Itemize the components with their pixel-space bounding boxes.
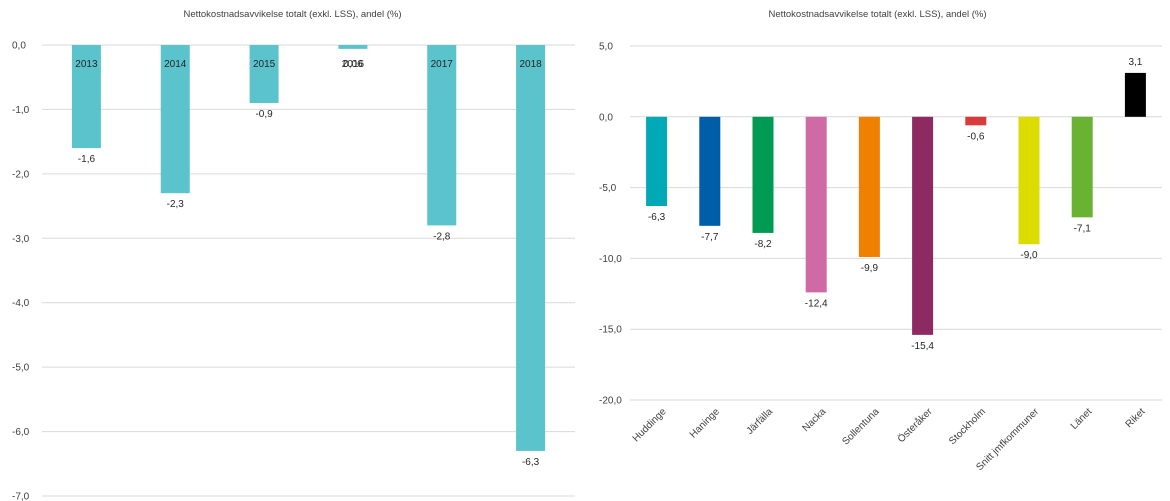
data-label: 0,06 xyxy=(343,59,363,70)
bar-4 xyxy=(805,116,827,293)
y-tick-label: 5,0 xyxy=(599,42,613,53)
data-label: -7,1 xyxy=(1074,223,1092,234)
chart-panel-years: Nettokostnadsavvikelse totalt (exkl. LSS… xyxy=(12,9,575,501)
x-category-label: Österåker xyxy=(895,405,935,445)
x-category-label: Stockholm xyxy=(947,406,988,447)
bar-9 xyxy=(1071,116,1093,218)
data-label: -9,0 xyxy=(1020,250,1038,261)
bar-10 xyxy=(1124,72,1146,117)
data-label: -0,9 xyxy=(255,109,273,120)
x-category-label: Sollentuna xyxy=(840,406,882,448)
y-tick-label: -10,0 xyxy=(599,254,622,265)
chart-title-years: Nettokostnadsavvikelse totalt (exkl. LSS… xyxy=(183,9,402,20)
bar-chart-years: 0,0 -1,0 -2,0 -3,0 -4,0 -5,0 -6,0 -7,0 2013 -1,6 2… xyxy=(12,41,575,501)
data-label: 3,1 xyxy=(1128,57,1142,68)
data-label: -2,8 xyxy=(433,231,451,242)
bar-2013 xyxy=(71,45,101,149)
x-category-label: 2018 xyxy=(519,59,542,70)
x-category-label: Länet xyxy=(1069,406,1095,432)
bar-2015 xyxy=(249,45,279,103)
data-label: -0,6 xyxy=(967,131,985,142)
data-label: -7,7 xyxy=(701,232,719,243)
x-category-label: Nacka xyxy=(800,406,828,434)
x-category-label: Riket xyxy=(1124,406,1148,430)
bar-2018 xyxy=(516,45,546,451)
y-tick-label: -6,0 xyxy=(12,427,30,438)
data-label: -12,4 xyxy=(805,298,828,309)
bar-6 xyxy=(912,116,934,335)
x-category-label: 2013 xyxy=(75,59,98,70)
data-label: -8,2 xyxy=(754,239,772,250)
x-category-label: 2016 xyxy=(342,59,365,70)
bar-1 xyxy=(646,116,668,207)
bar-2 xyxy=(699,116,721,226)
x-category-label: 2017 xyxy=(431,59,454,70)
bar-2014 xyxy=(160,45,190,194)
x-category-label: Järfälla xyxy=(745,406,776,437)
y-tick-label: -5,0 xyxy=(599,183,617,194)
x-category-label: 2015 xyxy=(253,59,276,70)
bar-2016 xyxy=(338,45,368,49)
y-tick-label: -3,0 xyxy=(12,234,30,245)
data-label: -15,4 xyxy=(911,341,934,352)
y-tick-label: -1,0 xyxy=(12,105,30,116)
bar-3 xyxy=(752,116,774,233)
y-tick-label: -7,0 xyxy=(12,492,30,501)
data-label: -1,6 xyxy=(78,154,96,165)
chart-title-municipalities: Nettokostnadsavvikelse totalt (exkl. LSS… xyxy=(768,9,987,20)
y-tick-label: -2,0 xyxy=(12,169,30,180)
y-tick-label: -5,0 xyxy=(12,363,30,374)
bar-7 xyxy=(965,116,987,126)
data-label: -6,3 xyxy=(648,212,666,223)
y-tick-label: 0,0 xyxy=(599,112,613,123)
y-tick-label: -20,0 xyxy=(599,396,622,407)
y-tick-label: -4,0 xyxy=(12,298,30,309)
bar-8 xyxy=(1018,116,1040,245)
y-tick-label: 0,0 xyxy=(12,41,26,52)
data-label: -9,9 xyxy=(861,263,879,274)
y-tick-label: -15,0 xyxy=(599,325,622,336)
data-label: -6,3 xyxy=(522,457,540,468)
x-category-label: Huddinge xyxy=(631,406,669,444)
chart-panel-municipalities: Nettokostnadsavvikelse totalt (exkl. LSS… xyxy=(585,0,1170,501)
x-category-label: Haninge xyxy=(688,406,722,440)
data-label: -2,3 xyxy=(167,199,185,210)
x-category-label: 2014 xyxy=(164,59,187,70)
bar-chart-municipalities: 5,0 0,0 -5,0 -10,0 -15,0 -20,0 -6,3 Huddinge -7,… xyxy=(599,42,1162,473)
bar-5 xyxy=(858,116,880,257)
bar-2017 xyxy=(427,45,457,226)
